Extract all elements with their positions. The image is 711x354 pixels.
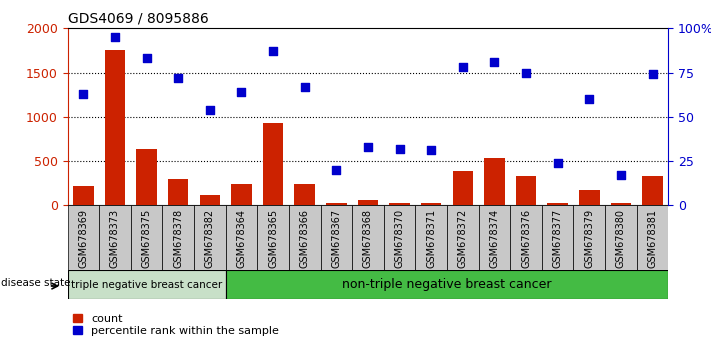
Bar: [294, 184, 315, 205]
Bar: [515, 176, 536, 205]
Point: [77, 91, 89, 97]
Bar: [289, 205, 321, 271]
Point: [615, 172, 626, 178]
Bar: [200, 195, 220, 205]
Point: [141, 56, 152, 61]
Bar: [510, 205, 542, 271]
Text: GSM678382: GSM678382: [205, 209, 215, 268]
Bar: [547, 202, 568, 205]
Point: [267, 48, 279, 54]
Text: GSM678377: GSM678377: [552, 209, 562, 268]
Bar: [479, 205, 510, 271]
Point: [488, 59, 500, 65]
Bar: [611, 202, 631, 205]
Bar: [421, 202, 442, 205]
Bar: [225, 270, 668, 299]
Bar: [162, 205, 194, 271]
Point: [520, 70, 532, 75]
Bar: [358, 200, 378, 205]
Bar: [574, 205, 605, 271]
Bar: [257, 205, 289, 271]
Bar: [168, 179, 188, 205]
Bar: [542, 205, 574, 271]
Text: GSM678381: GSM678381: [648, 209, 658, 268]
Bar: [105, 50, 125, 205]
Point: [109, 34, 121, 40]
Bar: [321, 205, 352, 271]
Text: GSM678364: GSM678364: [237, 209, 247, 268]
Bar: [390, 202, 410, 205]
Text: GSM678379: GSM678379: [584, 209, 594, 268]
Bar: [68, 270, 225, 299]
Bar: [579, 190, 599, 205]
Text: non-triple negative breast cancer: non-triple negative breast cancer: [342, 278, 552, 291]
Point: [425, 148, 437, 153]
Point: [173, 75, 184, 81]
Bar: [131, 205, 162, 271]
Bar: [484, 159, 505, 205]
Text: disease state: disease state: [1, 278, 71, 288]
Text: GSM678374: GSM678374: [489, 209, 499, 268]
Text: GSM678380: GSM678380: [616, 209, 626, 268]
Text: GSM678372: GSM678372: [458, 209, 468, 268]
Bar: [68, 205, 99, 271]
Point: [584, 96, 595, 102]
Point: [552, 160, 563, 166]
Bar: [73, 186, 94, 205]
Point: [204, 107, 215, 113]
Text: GSM678366: GSM678366: [300, 209, 310, 268]
Text: GSM678375: GSM678375: [141, 209, 151, 268]
Text: GSM678376: GSM678376: [521, 209, 531, 268]
Text: GSM678365: GSM678365: [268, 209, 278, 268]
Point: [299, 84, 311, 90]
Point: [236, 89, 247, 95]
Text: GSM678367: GSM678367: [331, 209, 341, 268]
Bar: [637, 205, 668, 271]
Bar: [231, 184, 252, 205]
Bar: [447, 205, 479, 271]
Text: GSM678373: GSM678373: [110, 209, 120, 268]
Bar: [99, 205, 131, 271]
Text: GSM678369: GSM678369: [78, 209, 88, 268]
Bar: [137, 149, 157, 205]
Text: triple negative breast cancer: triple negative breast cancer: [71, 280, 223, 290]
Bar: [605, 205, 637, 271]
Bar: [263, 123, 284, 205]
Point: [362, 144, 374, 150]
Point: [331, 167, 342, 173]
Bar: [352, 205, 384, 271]
Bar: [194, 205, 225, 271]
Point: [457, 64, 469, 70]
Bar: [384, 205, 415, 271]
Point: [647, 72, 658, 77]
Text: GSM678370: GSM678370: [395, 209, 405, 268]
Legend: count, percentile rank within the sample: count, percentile rank within the sample: [73, 314, 279, 336]
Bar: [452, 171, 473, 205]
Point: [394, 146, 405, 152]
Bar: [326, 202, 346, 205]
Bar: [642, 176, 663, 205]
Bar: [415, 205, 447, 271]
Text: GSM678371: GSM678371: [426, 209, 436, 268]
Text: GDS4069 / 8095886: GDS4069 / 8095886: [68, 12, 208, 26]
Text: GSM678378: GSM678378: [173, 209, 183, 268]
Bar: [225, 205, 257, 271]
Text: GSM678368: GSM678368: [363, 209, 373, 268]
